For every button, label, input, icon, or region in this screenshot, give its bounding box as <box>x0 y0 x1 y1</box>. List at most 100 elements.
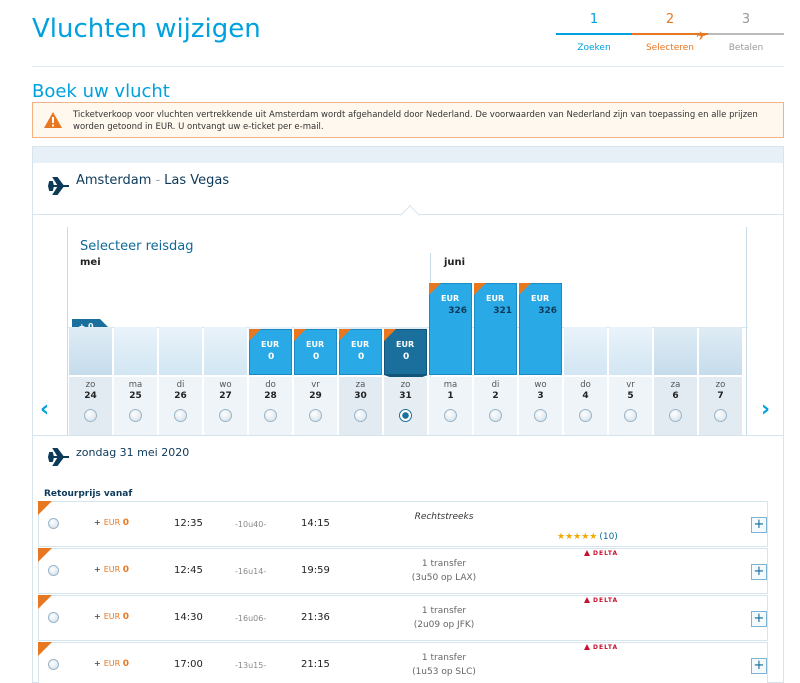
flight-radio[interactable] <box>48 659 59 670</box>
promo-corner <box>384 329 396 341</box>
calendar-day[interactable]: EUR 0 do 28 <box>248 227 293 435</box>
day-radio[interactable] <box>669 409 682 422</box>
calendar-day[interactable]: EUR 0 za 30 <box>338 227 383 435</box>
day-radio[interactable] <box>489 409 502 422</box>
day-name: wo <box>534 380 547 390</box>
calendar-day[interactable]: vr 5 <box>608 227 653 435</box>
calendar-day[interactable]: EUR 0 vr 29 <box>293 227 338 435</box>
plane-icon <box>47 448 69 466</box>
calendar-day[interactable]: ma 25 <box>113 227 158 435</box>
chevron-right-icon[interactable]: › <box>761 397 771 422</box>
price-value: 0 <box>358 352 365 362</box>
day-name: za <box>670 380 681 390</box>
route-type: 1 transfer <box>421 653 467 663</box>
flight-row[interactable]: + EUR 0 14:30 -16u06- 21:36 1 transfer (2u09 o… <box>38 595 768 641</box>
day-name: di <box>176 380 185 390</box>
day-radio[interactable] <box>579 409 592 422</box>
day-footer: ma 1 <box>429 377 472 435</box>
price-currency: EUR <box>441 294 460 303</box>
flight-price: + EUR 0 <box>94 612 129 622</box>
day-number: 5 <box>627 391 634 401</box>
flight-row[interactable]: + EUR 0 17:00 -13u15- 21:15 1 transfer (1u53 o… <box>38 642 768 683</box>
calendar-title: Selecteer reisdag <box>80 239 194 254</box>
day-number: 24 <box>84 391 97 401</box>
day-radio[interactable] <box>444 409 457 422</box>
calendar-day[interactable]: EUR 0 zo 31 <box>383 227 428 435</box>
price-bar[interactable]: EUR 0 <box>339 329 382 375</box>
price-bar[interactable]: EUR 0 <box>384 329 427 375</box>
flight-radio[interactable] <box>48 565 59 576</box>
price-bar[interactable]: EUR 321 <box>474 283 517 375</box>
plus-icon[interactable]: + <box>751 517 767 533</box>
transfer-detail: (3u50 op LAX) <box>411 573 477 583</box>
price-bar[interactable]: EUR 0 <box>294 329 337 375</box>
retour-price-label: Retourprijs vanaf <box>44 489 133 499</box>
info-notice: Ticketverkoop voor vluchten vertrekkende… <box>32 102 784 138</box>
day-background <box>114 327 157 375</box>
calendar-day[interactable]: EUR 321 di 2 <box>473 227 518 435</box>
calendar-day[interactable]: di 26 <box>158 227 203 435</box>
step-number: 2 <box>665 12 675 27</box>
step-bar <box>632 33 708 35</box>
plus-icon[interactable]: + <box>751 658 767 674</box>
flight-row[interactable]: + EUR 0 12:45 -16u14- 19:59 1 transfer (3u50 o… <box>38 548 768 594</box>
day-name: za <box>355 380 366 390</box>
price-value: 0 <box>122 659 129 669</box>
day-radio[interactable] <box>309 409 322 422</box>
flight-duration: -16u06- <box>235 614 267 623</box>
route-from: Amsterdam <box>76 173 152 188</box>
day-number: 25 <box>129 391 142 401</box>
price-value: 0 <box>313 352 320 362</box>
day-number: 1 <box>447 391 454 401</box>
day-radio[interactable] <box>534 409 547 422</box>
day-radio[interactable] <box>264 409 277 422</box>
day-radio[interactable] <box>714 409 727 422</box>
calendar-day[interactable]: EUR 326 ma 1 <box>428 227 473 435</box>
calendar-day[interactable]: EUR 326 wo 3 <box>518 227 563 435</box>
flight-radio[interactable] <box>48 612 59 623</box>
price-bar[interactable]: EUR 0 <box>249 329 292 375</box>
day-radio[interactable] <box>354 409 367 422</box>
price-bar[interactable]: EUR 326 <box>519 283 562 375</box>
promo-corner <box>429 283 441 295</box>
page-title: Vluchten wijzigen <box>32 14 261 44</box>
calendar-day[interactable]: zo 7 <box>698 227 743 435</box>
chevron-left-icon[interactable]: ‹ <box>40 397 50 422</box>
plus-icon[interactable]: + <box>751 564 767 580</box>
step-bar <box>708 33 784 35</box>
calendar-day[interactable]: za 6 <box>653 227 698 435</box>
calendar-day[interactable]: do 4 <box>563 227 608 435</box>
price-currency: EUR <box>531 294 550 303</box>
price-plus: + <box>94 565 101 574</box>
day-name: ma <box>128 380 143 390</box>
step-number: 3 <box>741 12 751 27</box>
selected-date-row: zondag 31 mei 2020 <box>33 435 783 481</box>
price-bar[interactable]: EUR 326 <box>429 283 472 375</box>
route-type: 1 transfer <box>421 559 467 569</box>
day-number: 27 <box>219 391 232 401</box>
price-currency: EUR <box>103 612 123 621</box>
day-radio[interactable] <box>84 409 97 422</box>
day-radio[interactable] <box>129 409 142 422</box>
day-number: 3 <box>537 391 544 401</box>
calendar-day[interactable]: wo 27 <box>203 227 248 435</box>
day-radio[interactable] <box>219 409 232 422</box>
day-radio[interactable] <box>624 409 637 422</box>
calendar-day[interactable]: zo 24 <box>68 227 113 435</box>
airline-logo: DELTA <box>584 597 618 604</box>
promo-corner <box>38 548 52 562</box>
flight-radio[interactable] <box>48 518 59 529</box>
flight-row[interactable]: + EUR 0 12:35 -10u40- 14:15 Rechtstreeks ★★★★★… <box>38 501 768 547</box>
step-bar <box>556 33 632 35</box>
month-label: mei <box>80 257 101 268</box>
day-radio[interactable] <box>399 409 412 422</box>
plus-icon[interactable]: + <box>751 611 767 627</box>
price-value: 326 <box>538 306 557 316</box>
step-search[interactable]: 1 Zoeken <box>556 12 632 53</box>
day-number: 28 <box>264 391 277 401</box>
day-name: ma <box>443 380 458 390</box>
rating-count[interactable]: (10) <box>599 532 618 542</box>
price-value: 0 <box>122 518 129 528</box>
day-radio[interactable] <box>174 409 187 422</box>
day-background <box>159 327 202 375</box>
